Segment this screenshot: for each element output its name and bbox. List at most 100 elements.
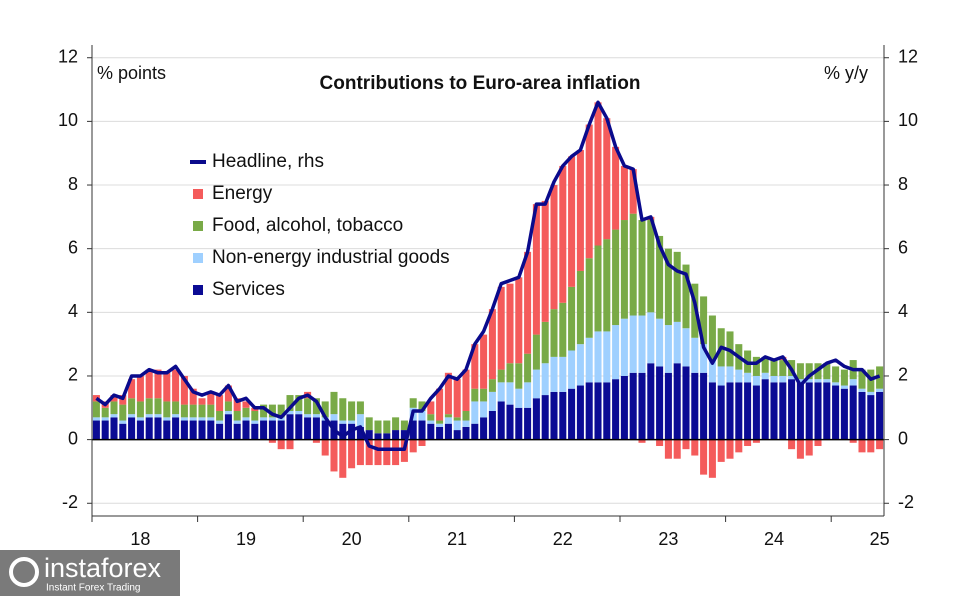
bar-segment [664, 325, 672, 373]
bar-segment [673, 251, 681, 322]
bar-segment [128, 414, 136, 418]
bar-segment [312, 439, 320, 443]
bar-segment [805, 439, 813, 456]
bar-segment [708, 315, 716, 361]
bar-segment [374, 439, 382, 466]
bar-segment [409, 398, 417, 408]
bar-segment [524, 407, 532, 440]
bar-segment [268, 439, 276, 443]
bar-segment [638, 372, 646, 440]
bar-segment [348, 420, 356, 424]
bar-segment [224, 385, 232, 402]
bar-segment [612, 325, 620, 380]
watermark-bg [0, 550, 180, 596]
bar-segment [119, 404, 127, 421]
legend-swatch [193, 253, 203, 263]
bar-segment [594, 382, 602, 440]
watermark-tagline: Instant Forex Trading [46, 583, 141, 594]
bar-segment [154, 414, 162, 418]
bar-segment [796, 379, 804, 383]
bar-segment [260, 404, 268, 418]
watermark-icon [9, 557, 39, 587]
bar-segment [700, 344, 708, 373]
bar-segment [524, 353, 532, 383]
y-tick-label: 2 [68, 365, 78, 385]
bar-segment [233, 398, 241, 411]
bar-segment [145, 369, 153, 399]
bar-segment [110, 401, 118, 415]
bar-segment [207, 391, 215, 405]
bar-segment [163, 417, 171, 421]
bar-segment [717, 439, 725, 462]
bar-segment [374, 433, 382, 440]
bar-segment [708, 360, 716, 383]
bar-segment [603, 239, 611, 332]
bar-segment [735, 439, 743, 453]
bar-segment [594, 245, 602, 332]
bar-segment [638, 220, 646, 316]
bar-segment [453, 420, 461, 431]
bar-segment [356, 426, 364, 440]
bar-segment [400, 420, 408, 431]
bar-segment [321, 439, 329, 456]
y2-axis-label: % y/y [824, 63, 868, 83]
bar-segment [233, 410, 241, 421]
bar-segment [559, 302, 567, 357]
bar-segment [515, 277, 523, 364]
bar-segment [497, 382, 505, 402]
bar-segment [409, 439, 417, 453]
bar-segment [532, 334, 540, 370]
bar-segment [224, 410, 232, 415]
bar-segment [260, 420, 268, 440]
bar-segment [550, 309, 558, 357]
bar-segment [682, 366, 690, 440]
bar-segment [330, 391, 338, 415]
bar-segment [154, 398, 162, 415]
bar-segment [603, 382, 611, 440]
bar-segment [180, 375, 188, 405]
bar-segment [832, 366, 840, 383]
bar-segment [876, 388, 884, 392]
legend-label: Energy [212, 183, 273, 204]
bar-segment [656, 439, 664, 446]
bar-segment [858, 439, 866, 453]
bar-segment [392, 430, 400, 440]
bar-segment [568, 388, 576, 440]
watermark: instaforex Instant Forex Trading [0, 550, 180, 596]
bar-segment [691, 372, 699, 440]
bar-segment [550, 391, 558, 440]
x-tick-label: 19 [236, 529, 256, 549]
bar-segment [189, 404, 197, 418]
bar-segment [339, 439, 347, 478]
y2-tick-label: 2 [898, 365, 908, 385]
bar-segment [726, 366, 734, 383]
bar-segment [145, 414, 153, 418]
bar-segment [568, 350, 576, 389]
y-tick-label: 6 [68, 237, 78, 257]
bar-segment [647, 220, 655, 313]
bar-segment [286, 414, 294, 440]
bar-segment [189, 388, 197, 405]
bar-segment [304, 398, 312, 415]
bar-segment [427, 420, 435, 424]
bar-segment [497, 369, 505, 383]
bar-segment [128, 398, 136, 415]
y-tick-label: 12 [58, 46, 78, 66]
bar-segment [242, 417, 250, 421]
bar-segment [480, 388, 488, 402]
bar-segment [788, 379, 796, 440]
x-tick-label: 25 [870, 529, 890, 549]
bar-segment [629, 169, 637, 214]
bar-segment [488, 309, 496, 380]
bar-segment [823, 379, 831, 383]
bar-segment [321, 420, 329, 440]
bar-segment [92, 420, 100, 440]
bar-segment [242, 401, 250, 408]
y2-tick-label: 0 [898, 428, 908, 448]
bar-segment [365, 417, 373, 431]
bar-segment [348, 439, 356, 469]
bar-segment [700, 439, 708, 475]
bar-segment [348, 401, 356, 421]
bar-segment [207, 404, 215, 418]
y2-tick-label: -2 [898, 492, 914, 512]
